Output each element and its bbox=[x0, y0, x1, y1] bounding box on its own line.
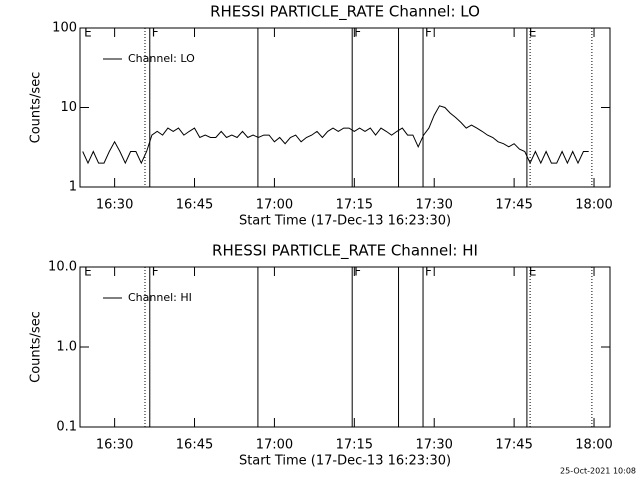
chart-title: RHESSI PARTICLE_RATE Channel: HI bbox=[212, 242, 478, 261]
event-flag: E bbox=[84, 26, 92, 40]
event-flag: F bbox=[425, 265, 432, 279]
x-tick-label: 17:15 bbox=[336, 198, 373, 213]
event-flag: E bbox=[529, 26, 537, 40]
event-flag: F bbox=[354, 26, 361, 40]
x-tick-label: 17:45 bbox=[495, 438, 532, 453]
legend-label: Channel: LO bbox=[128, 52, 195, 65]
x-tick-label: 16:30 bbox=[96, 198, 133, 213]
event-flag: F bbox=[425, 26, 432, 40]
event-flag: F bbox=[354, 265, 361, 279]
y-axis-label: Counts/sec bbox=[29, 72, 44, 144]
x-tick-label: 17:45 bbox=[495, 198, 532, 213]
event-flag: E bbox=[529, 265, 537, 279]
y-tick-label: 10.0 bbox=[48, 260, 77, 275]
y-tick-label: 1.0 bbox=[56, 340, 77, 355]
x-tick-label: 17:30 bbox=[415, 198, 452, 213]
x-tick-label: 18:00 bbox=[575, 198, 612, 213]
footer: 25-Oct-2021 10:08 bbox=[560, 467, 636, 476]
x-axis-label: Start Time (17-Dec-13 16:23:30) bbox=[239, 454, 451, 469]
event-flag: E bbox=[84, 265, 92, 279]
x-tick-label: 17:15 bbox=[336, 438, 373, 453]
y-tick-label: 100 bbox=[52, 21, 77, 36]
x-tick-label: 16:45 bbox=[176, 438, 213, 453]
data-line bbox=[82, 105, 589, 165]
x-tick-label: 17:00 bbox=[256, 438, 293, 453]
x-tick-label: 17:00 bbox=[256, 198, 293, 213]
y-tick-label: 0.1 bbox=[56, 420, 77, 435]
x-tick-label: 18:00 bbox=[575, 438, 612, 453]
y-tick-label: 1 bbox=[69, 180, 77, 195]
y-axis-label: Counts/sec bbox=[29, 311, 44, 383]
x-tick-label: 17:30 bbox=[415, 438, 452, 453]
legend-label: Channel: HI bbox=[128, 291, 192, 304]
x-axis-label: Start Time (17-Dec-13 16:23:30) bbox=[239, 214, 451, 229]
event-flag: F bbox=[152, 26, 159, 40]
x-tick-label: 16:45 bbox=[176, 198, 213, 213]
chart-title: RHESSI PARTICLE_RATE Channel: LO bbox=[210, 3, 480, 22]
event-flag: F bbox=[152, 265, 159, 279]
y-tick-label: 10 bbox=[60, 100, 77, 115]
x-tick-label: 16:30 bbox=[96, 438, 133, 453]
